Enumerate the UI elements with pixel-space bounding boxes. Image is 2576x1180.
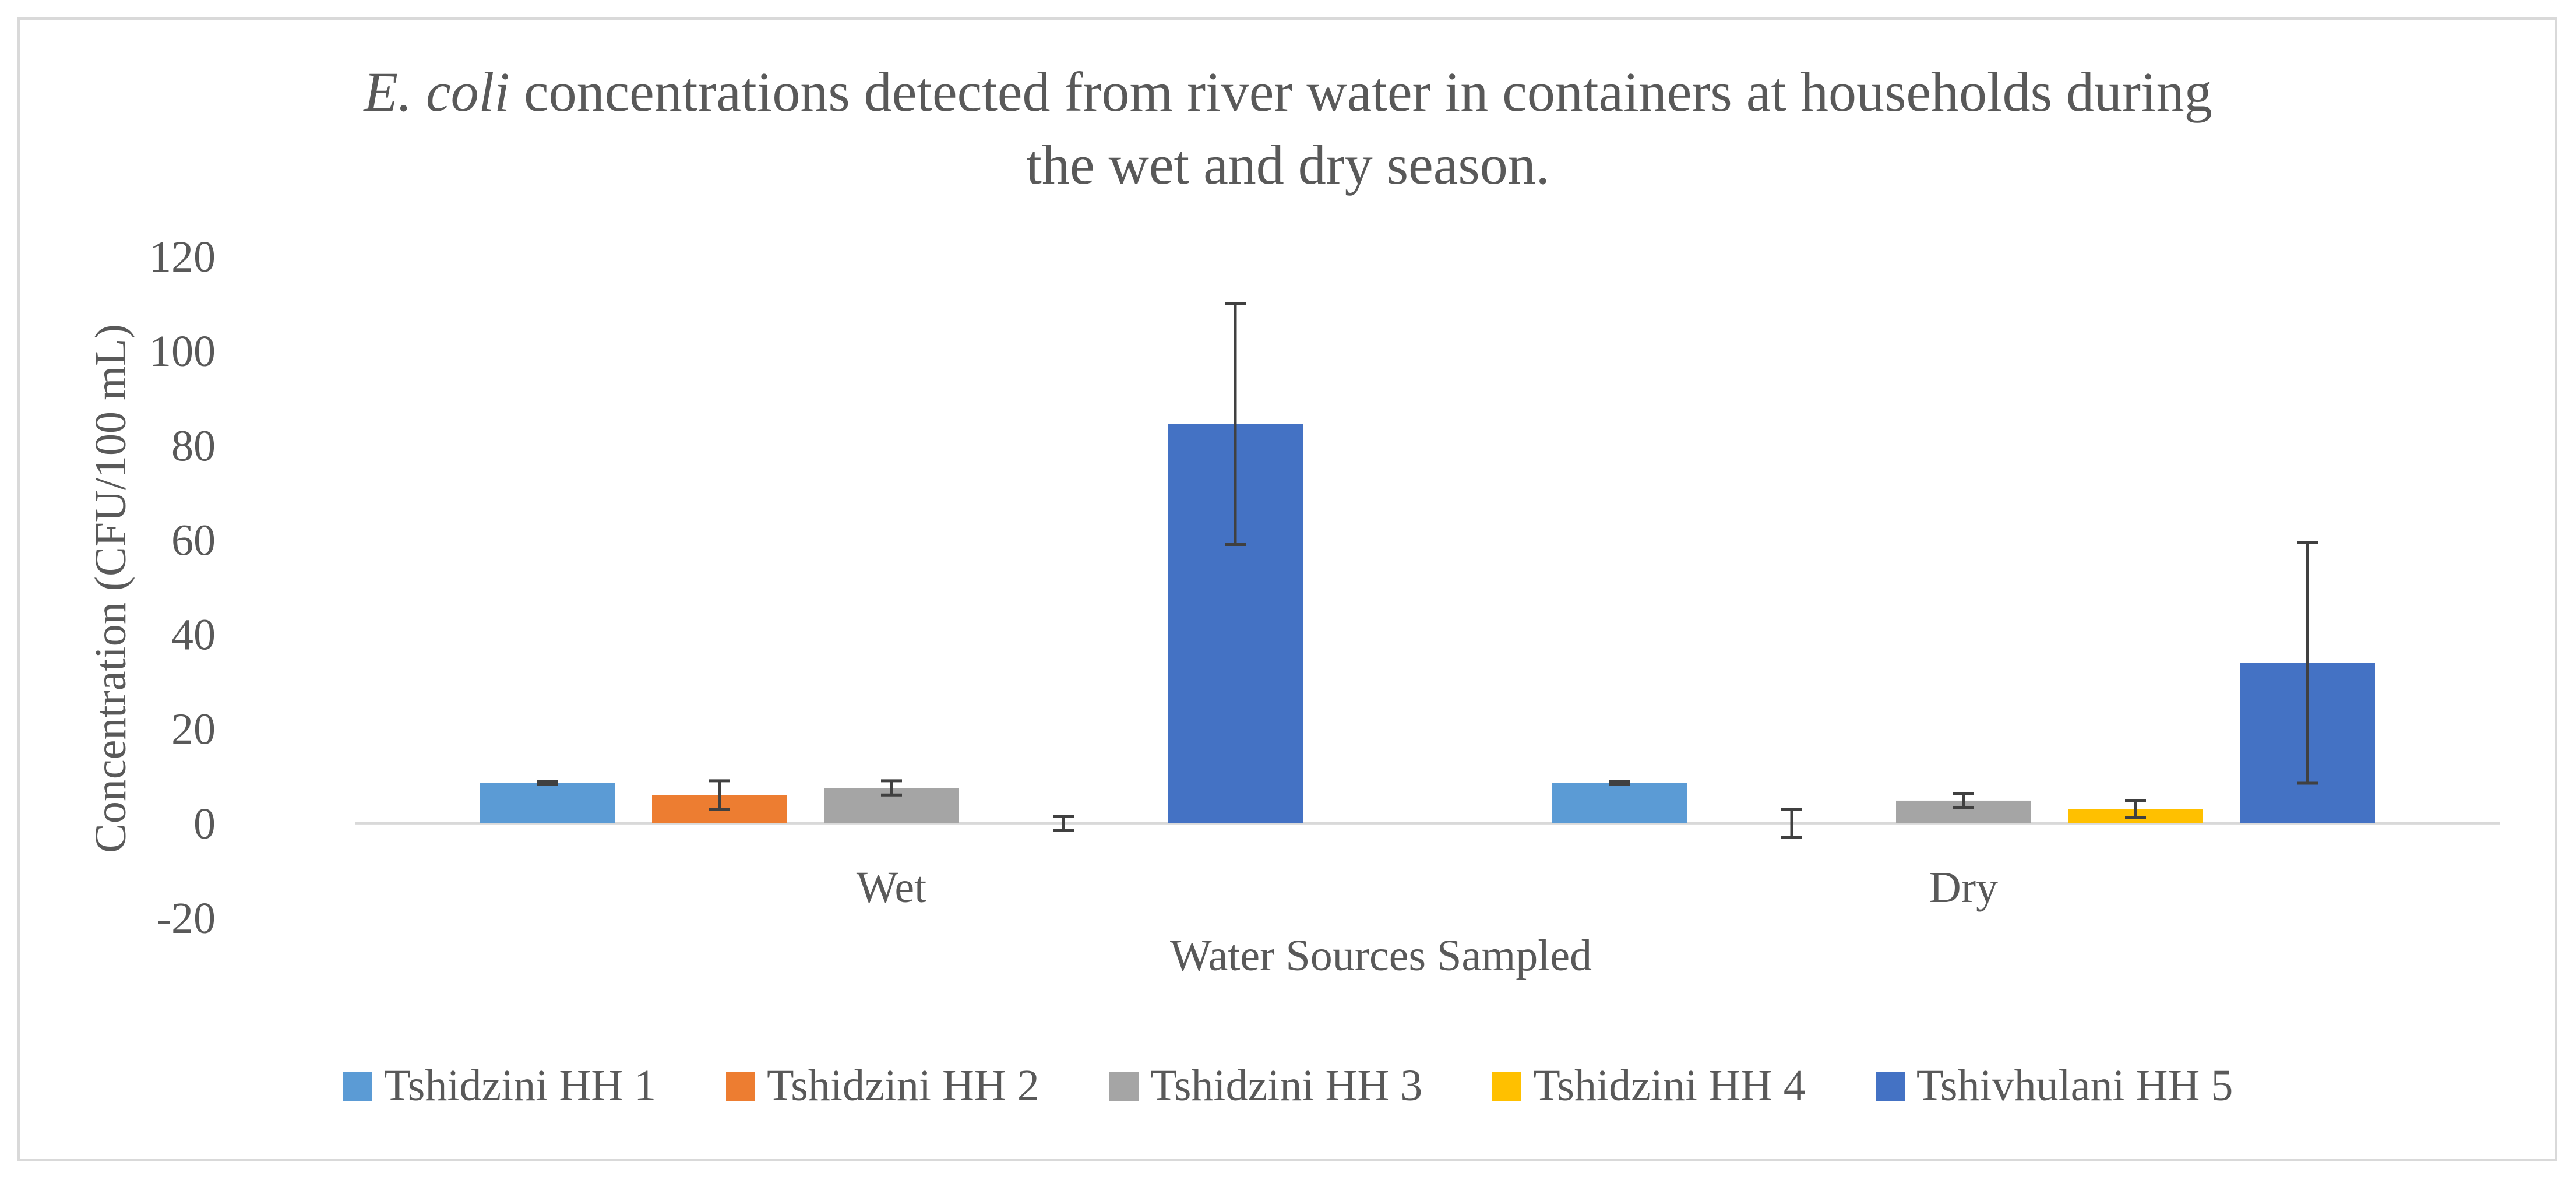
y-tick-label: 120 [149,233,216,281]
legend-item: Tshidzini HH 2 [726,1061,1039,1111]
y-tick-label: -20 [157,894,216,943]
y-tick-label: 100 [149,327,216,376]
x-tick-label: Dry [1929,863,1998,912]
chart-title-line-1: E. coli concentrations detected from riv… [0,55,2576,128]
legend-item: Tshidzini HH 4 [1492,1061,1806,1111]
legend-label: Tshidzini HH 1 [383,1061,657,1110]
legend-swatch [726,1071,756,1101]
y-tick-label: 40 [171,611,216,660]
legend-label: Tshidzini HH 4 [1533,1061,1806,1110]
legend-item: Tshidzini HH 1 [343,1061,657,1111]
bar [480,783,615,823]
legend-swatch [1875,1071,1905,1101]
legend-item: Tshidzini HH 3 [1109,1061,1423,1111]
legend-swatch [1492,1071,1522,1101]
legend: Tshidzini HH 1 Tshidzini HH 2 Tshidzini HH… [0,1061,2576,1111]
legend-swatch [343,1071,372,1101]
legend-label: Tshidzini HH 3 [1150,1061,1423,1110]
legend-swatch [1109,1071,1139,1101]
x-axis-title: Water Sources Sampled [1170,931,1592,980]
y-tick-label: 0 [193,799,216,848]
y-tick-label: 60 [171,516,216,565]
chart-title-rest: concentrations detected from river water… [509,61,2212,123]
chart-title-italic: E. coli [364,61,510,123]
legend-label: Tshivhulani HH 5 [1916,1061,2233,1110]
bar [1552,783,1687,823]
legend-label: Tshidzini HH 2 [767,1061,1039,1110]
y-tick-label: 80 [171,421,216,470]
x-tick-label: Wet [857,863,927,912]
legend-item: Tshivhulani HH 5 [1875,1061,2233,1111]
chart-title-line-2: the wet and dry season. [1026,133,1550,196]
y-tick-label: 20 [171,705,216,754]
y-axis-title: Concentration (CFU/100 mL) [86,324,135,853]
chart-title: E. coli concentrations detected from riv… [0,55,2576,201]
